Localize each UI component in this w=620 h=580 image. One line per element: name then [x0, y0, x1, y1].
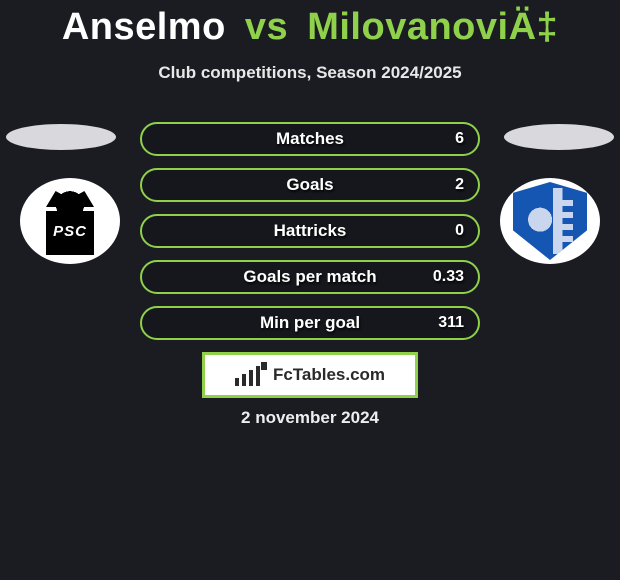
left-club-badge: [20, 178, 120, 264]
stat-row: Hattricks 0: [140, 214, 480, 248]
stat-row: Goals 2: [140, 168, 480, 202]
fctables-logo-icon: [235, 364, 267, 386]
brand-text: FcTables.com: [273, 365, 385, 385]
stat-row: Matches 6: [140, 122, 480, 156]
stat-value: 2: [455, 176, 464, 194]
footer-date: 2 november 2024: [0, 408, 620, 428]
fctables-brand: FcTables.com: [202, 352, 418, 398]
stat-value: 311: [438, 314, 464, 332]
stats-table: Matches 6 Goals 2 Hattricks 0 Goals per …: [140, 122, 480, 352]
left-country-oval: [6, 124, 116, 150]
vs-label: vs: [245, 6, 288, 48]
right-club-crest-icon: [513, 182, 587, 260]
stat-row: Min per goal 311: [140, 306, 480, 340]
stat-label: Min per goal: [260, 313, 360, 333]
right-country-oval: [504, 124, 614, 150]
stat-label: Goals per match: [243, 267, 376, 287]
stat-value: 0.33: [433, 268, 464, 286]
stat-value: 6: [455, 130, 464, 148]
stat-label: Goals: [286, 175, 333, 195]
player1-name: Anselmo: [62, 6, 226, 48]
stat-label: Matches: [276, 129, 344, 149]
subtitle: Club competitions, Season 2024/2025: [0, 63, 620, 83]
portimonense-crest-icon: [34, 185, 106, 257]
comparison-title: Anselmo vs MilovanoviÄ‡: [0, 0, 620, 49]
right-club-badge: [500, 178, 600, 264]
stat-label: Hattricks: [274, 221, 347, 241]
stat-row: Goals per match 0.33: [140, 260, 480, 294]
player2-name: MilovanoviÄ‡: [307, 6, 558, 48]
stat-value: 0: [455, 222, 464, 240]
